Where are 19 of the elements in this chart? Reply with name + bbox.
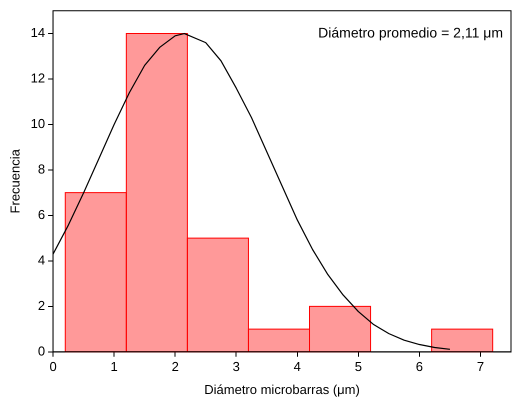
x-axis-title: Diámetro microbarras (μm) (204, 382, 360, 397)
y-tick-label: 6 (38, 206, 46, 222)
x-tick-label: 6 (416, 359, 424, 374)
x-tick-label: 5 (354, 359, 362, 374)
x-tick-label: 2 (172, 359, 179, 374)
y-tick-label: 8 (38, 162, 46, 177)
x-tick-label: 3 (232, 359, 240, 374)
x-tick-label: 0 (49, 359, 57, 374)
annotation: Diámetro promedio = 2,11 μm (318, 24, 503, 41)
x-tick-label: 4 (294, 359, 301, 374)
y-axis-title: Frecuencia (7, 148, 22, 214)
x-tick-label: 7 (476, 359, 484, 374)
y-tick-label: 2 (38, 298, 46, 313)
y-tick-label: 4 (38, 252, 46, 268)
x-tick-label: 1 (110, 359, 118, 374)
y-tick-label: 10 (30, 116, 46, 132)
y-tick-label: 14 (30, 25, 46, 40)
y-tick-label: 12 (30, 70, 46, 86)
y-tick-label: 0 (38, 343, 46, 358)
